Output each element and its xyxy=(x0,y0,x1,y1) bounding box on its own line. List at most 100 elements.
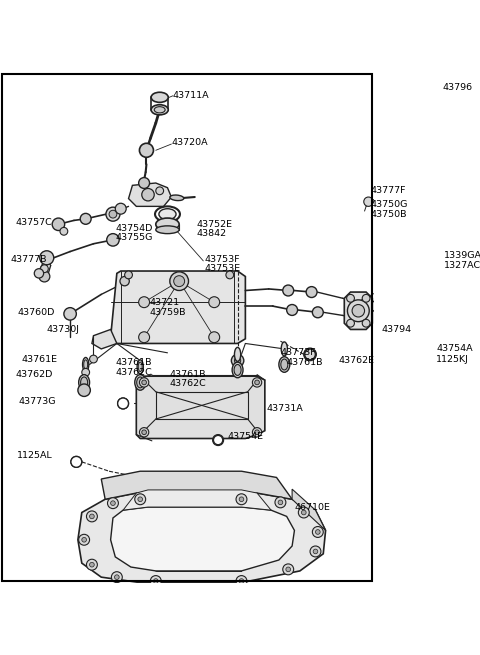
Circle shape xyxy=(90,514,94,519)
Text: 43796: 43796 xyxy=(443,83,473,92)
Circle shape xyxy=(115,203,126,214)
Text: 43730J: 43730J xyxy=(47,325,80,334)
Text: 43752E: 43752E xyxy=(196,220,232,229)
Text: 43762E: 43762E xyxy=(339,356,375,365)
Circle shape xyxy=(347,320,354,327)
Circle shape xyxy=(209,297,220,308)
Circle shape xyxy=(115,575,119,580)
Text: 43761B: 43761B xyxy=(170,370,206,379)
Text: 43731A: 43731A xyxy=(266,404,303,413)
Circle shape xyxy=(34,269,44,278)
Circle shape xyxy=(283,285,294,296)
Text: 43754E: 43754E xyxy=(228,432,264,441)
Polygon shape xyxy=(129,183,171,206)
Circle shape xyxy=(315,530,320,534)
Circle shape xyxy=(142,430,146,435)
Text: 43761E: 43761E xyxy=(22,354,58,364)
Text: 1327AC: 1327AC xyxy=(444,261,480,270)
Circle shape xyxy=(82,368,90,376)
Ellipse shape xyxy=(84,360,88,369)
Ellipse shape xyxy=(154,107,165,113)
Circle shape xyxy=(252,428,262,437)
Circle shape xyxy=(60,227,68,235)
Circle shape xyxy=(226,271,234,279)
Circle shape xyxy=(348,300,369,322)
Ellipse shape xyxy=(156,218,179,231)
Polygon shape xyxy=(101,471,292,499)
Text: 43762D: 43762D xyxy=(15,370,53,379)
Circle shape xyxy=(364,197,373,206)
Ellipse shape xyxy=(281,359,288,370)
Ellipse shape xyxy=(232,362,243,378)
Polygon shape xyxy=(92,329,117,349)
Text: 43750B: 43750B xyxy=(371,210,408,219)
Circle shape xyxy=(40,251,54,265)
Polygon shape xyxy=(344,292,372,329)
Circle shape xyxy=(139,332,150,343)
Circle shape xyxy=(352,305,364,317)
Circle shape xyxy=(71,457,82,467)
Circle shape xyxy=(64,308,76,320)
Text: 43759B: 43759B xyxy=(150,308,186,317)
Polygon shape xyxy=(136,376,265,438)
Circle shape xyxy=(120,276,129,286)
Circle shape xyxy=(86,511,97,522)
Circle shape xyxy=(313,549,318,553)
Circle shape xyxy=(362,294,370,302)
Text: 43842: 43842 xyxy=(196,229,227,238)
Ellipse shape xyxy=(83,358,89,371)
Ellipse shape xyxy=(279,357,290,372)
Circle shape xyxy=(150,576,161,586)
Ellipse shape xyxy=(281,342,288,356)
Ellipse shape xyxy=(79,375,90,390)
Text: 43750G: 43750G xyxy=(371,200,408,210)
Text: 43711A: 43711A xyxy=(173,91,210,100)
Circle shape xyxy=(90,355,97,363)
Circle shape xyxy=(108,498,119,509)
Text: 43757C: 43757C xyxy=(15,218,52,227)
Ellipse shape xyxy=(234,364,241,375)
Text: 1125AL: 1125AL xyxy=(17,451,53,460)
Ellipse shape xyxy=(118,398,129,409)
Circle shape xyxy=(310,546,321,557)
Ellipse shape xyxy=(137,360,144,374)
Circle shape xyxy=(459,194,468,203)
Circle shape xyxy=(111,572,122,582)
Circle shape xyxy=(139,143,154,157)
Text: 43754D: 43754D xyxy=(115,224,153,233)
Polygon shape xyxy=(123,490,271,510)
Circle shape xyxy=(79,534,90,545)
Circle shape xyxy=(154,579,158,584)
Text: 43721: 43721 xyxy=(150,297,180,307)
Circle shape xyxy=(287,305,298,316)
Circle shape xyxy=(142,189,154,201)
Circle shape xyxy=(52,218,65,231)
Circle shape xyxy=(286,567,290,572)
Ellipse shape xyxy=(214,436,223,445)
Circle shape xyxy=(110,501,115,506)
Circle shape xyxy=(86,559,97,570)
Ellipse shape xyxy=(71,457,82,467)
Ellipse shape xyxy=(151,92,168,102)
Circle shape xyxy=(383,191,396,203)
Ellipse shape xyxy=(81,377,88,388)
Circle shape xyxy=(236,576,247,586)
Circle shape xyxy=(90,563,94,567)
Ellipse shape xyxy=(453,195,463,202)
Text: 43794: 43794 xyxy=(382,325,412,334)
Circle shape xyxy=(236,494,247,505)
Text: 43762C: 43762C xyxy=(115,368,152,377)
Circle shape xyxy=(437,184,448,195)
Circle shape xyxy=(125,271,132,279)
Circle shape xyxy=(283,564,294,575)
Circle shape xyxy=(234,358,240,364)
Ellipse shape xyxy=(170,195,184,200)
Circle shape xyxy=(312,527,323,538)
Text: 43754A: 43754A xyxy=(436,345,473,354)
Circle shape xyxy=(139,297,150,308)
Ellipse shape xyxy=(155,206,180,222)
Circle shape xyxy=(213,435,224,445)
Circle shape xyxy=(135,494,145,505)
Circle shape xyxy=(109,210,117,218)
Ellipse shape xyxy=(156,226,179,234)
